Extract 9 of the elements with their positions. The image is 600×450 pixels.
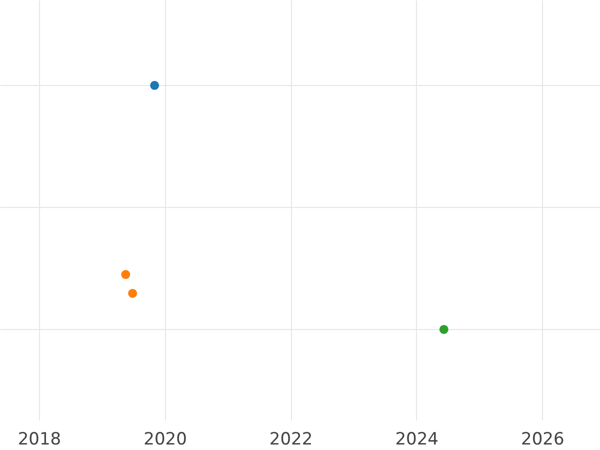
x-tick-label: 2018 bbox=[18, 430, 62, 450]
point bbox=[439, 324, 448, 334]
point bbox=[121, 270, 130, 280]
x-tick-label: 2022 bbox=[269, 430, 313, 450]
point bbox=[128, 288, 138, 298]
x-tick-label: 2020 bbox=[144, 430, 187, 450]
x-tick-label: 2026 bbox=[521, 430, 564, 450]
point bbox=[150, 80, 160, 90]
x-tick-label: 2024 bbox=[395, 430, 438, 450]
